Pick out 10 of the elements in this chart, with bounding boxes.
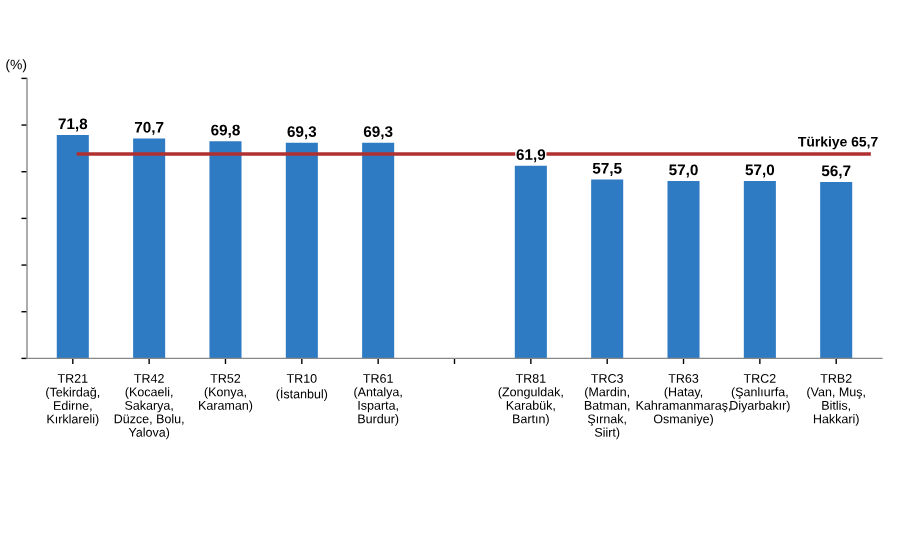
bar [591,179,624,359]
bar [362,142,395,359]
bar [667,181,700,359]
bar [820,182,853,359]
bar [743,181,776,359]
bar [56,135,89,359]
bar [209,141,242,359]
bar [514,165,547,359]
bar [133,138,166,359]
bar [285,142,318,359]
